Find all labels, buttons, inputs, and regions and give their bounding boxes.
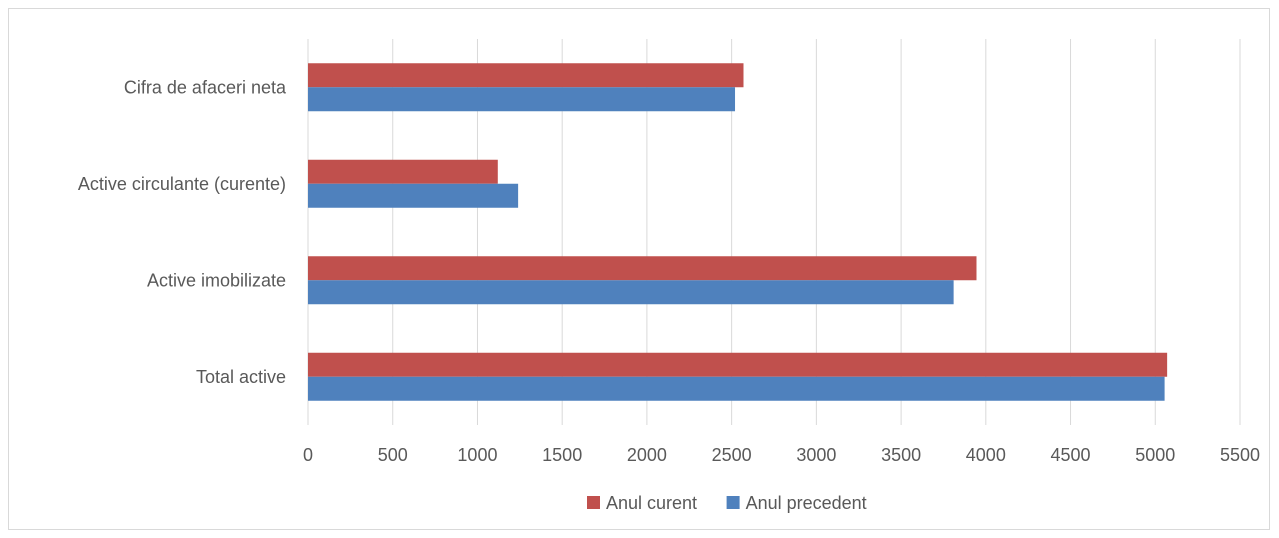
x-tick-label: 5500 [1220, 445, 1260, 465]
legend: Anul curent Anul precedent [587, 493, 867, 513]
x-tick-label: 5000 [1135, 445, 1175, 465]
legend-swatch-anul-precedent [726, 496, 740, 509]
bar-anul-curent-cifra-de-afaceri-neta [308, 63, 744, 88]
category-label: Active circulante (curente) [78, 174, 286, 194]
legend-swatch-anul-curent [587, 496, 600, 509]
category-label: Total active [196, 367, 286, 387]
x-tick-label: 1000 [457, 445, 497, 465]
x-tick-label: 1500 [542, 445, 582, 465]
x-tick-label: 4500 [1051, 445, 1091, 465]
legend-label-anul-curent: Anul curent [606, 493, 697, 513]
x-tick-labels: 0 500 1000 1500 2000 2500 3000 3500 4000 4500 5000… [303, 445, 1260, 465]
bar-anul-curent-total-active [308, 352, 1168, 377]
x-tick-label: 4000 [966, 445, 1006, 465]
chart-frame: Cifra de afaceri neta Active circulante (… [8, 8, 1270, 530]
x-tick-label: 2000 [627, 445, 667, 465]
x-tick-label: 0 [303, 445, 313, 465]
bar-anul-curent-active-circulante-curente [308, 159, 498, 184]
bar-chart: Cifra de afaceri neta Active circulante (… [78, 39, 1260, 513]
category-labels: Cifra de afaceri neta Active circulante (… [78, 77, 287, 387]
bar-anul-precedent-active-circulante-curente [308, 183, 519, 208]
bars [308, 63, 1168, 401]
category-label: Cifra de afaceri neta [124, 77, 287, 97]
x-tick-label: 3000 [796, 445, 836, 465]
category-label: Active imobilizate [147, 270, 286, 290]
x-tick-label: 2500 [712, 445, 752, 465]
bar-anul-precedent-cifra-de-afaceri-neta [308, 87, 736, 112]
x-tick-label: 3500 [881, 445, 921, 465]
bar-anul-precedent-active-imobilizate [308, 280, 954, 305]
bar-anul-precedent-total-active [308, 376, 1165, 401]
bar-anul-curent-active-imobilizate [308, 256, 977, 281]
x-tick-label: 500 [378, 445, 408, 465]
legend-label-anul-precedent: Anul precedent [746, 493, 867, 513]
